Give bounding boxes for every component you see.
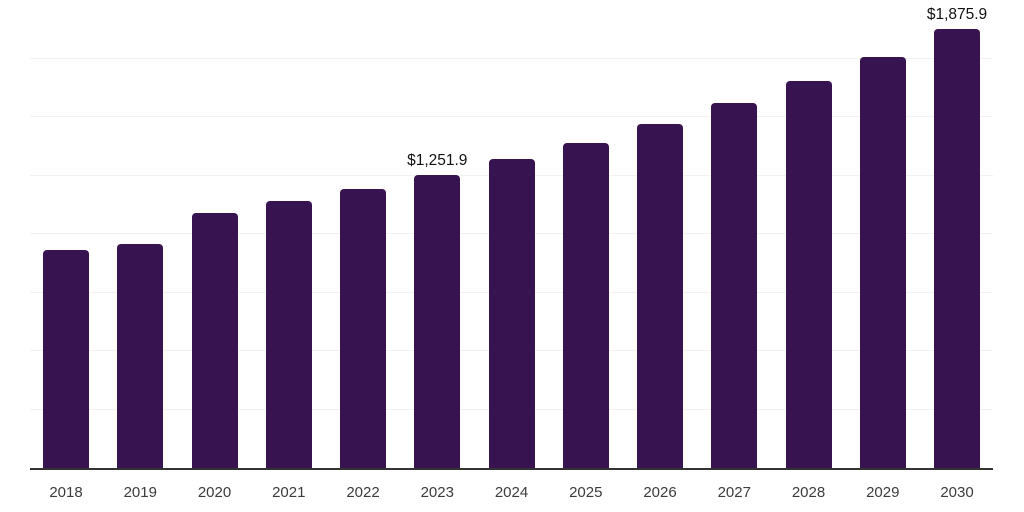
x-tick-label-2028: 2028 (791, 484, 826, 501)
bar-slot-2021 (265, 0, 312, 468)
x-tick-label-2029: 2029 (866, 484, 900, 501)
bar-slot-2022 (340, 0, 386, 468)
bar-2020 (191, 213, 238, 468)
x-tick-label-2018: 2018 (49, 484, 83, 501)
x-tick-label-2030: 2030 (940, 484, 974, 501)
bar-slot-2026 (637, 0, 683, 468)
x-tick-label-2027: 2027 (717, 484, 751, 501)
data-label-2030: $1,875.9 (926, 6, 988, 24)
x-tick-label-2019: 2019 (123, 484, 157, 501)
bar-2029 (859, 57, 906, 468)
bar-slot-2025 (562, 0, 609, 468)
gridline-1500 (30, 116, 993, 117)
bar-2023 (414, 175, 461, 468)
x-tick-label-2022: 2022 (346, 484, 380, 501)
gridline-1750 (30, 57, 993, 59)
bar-2030 (934, 29, 980, 468)
bar-2025 (562, 142, 609, 468)
data-label-2023: $1,251.9 (407, 152, 468, 170)
x-tick-label-2024: 2024 (494, 484, 529, 501)
x-tick-label-2020: 2020 (197, 484, 232, 501)
x-axis-labels: 2018 2019 2020 2021 2022 2023 2024 2025 2026 2027… (30, 484, 993, 501)
plot-area: $1,251.9 $1,875.9 (30, 0, 993, 470)
bar-2019 (117, 243, 164, 468)
bar-2024 (488, 159, 535, 468)
bar-slot-2018 (43, 0, 89, 468)
x-tick-label-2023: 2023 (420, 484, 454, 501)
bar-2026 (637, 123, 683, 468)
bar-slot-2028 (785, 0, 832, 468)
bar-2027 (711, 103, 758, 468)
bar-slot-2029 (859, 0, 906, 468)
x-tick-label-2026: 2026 (643, 484, 677, 501)
bar-slot-2024 (488, 0, 535, 468)
bar-slot-2027 (711, 0, 758, 468)
bar-2021 (265, 201, 312, 468)
bar-2022 (340, 188, 386, 468)
bar-2018 (43, 250, 89, 468)
bar-slot-2030: $1,875.9 (927, 0, 987, 468)
bar-slot-2020 (191, 0, 238, 468)
bars-group: $1,251.9 $1,875.9 (30, 0, 993, 468)
x-tick-label-2021: 2021 (272, 484, 306, 501)
bar-slot-2019 (117, 0, 164, 468)
x-tick-label-2025: 2025 (569, 484, 603, 501)
bar-2028 (785, 80, 832, 468)
bar-slot-2023: $1,251.9 (407, 0, 467, 468)
